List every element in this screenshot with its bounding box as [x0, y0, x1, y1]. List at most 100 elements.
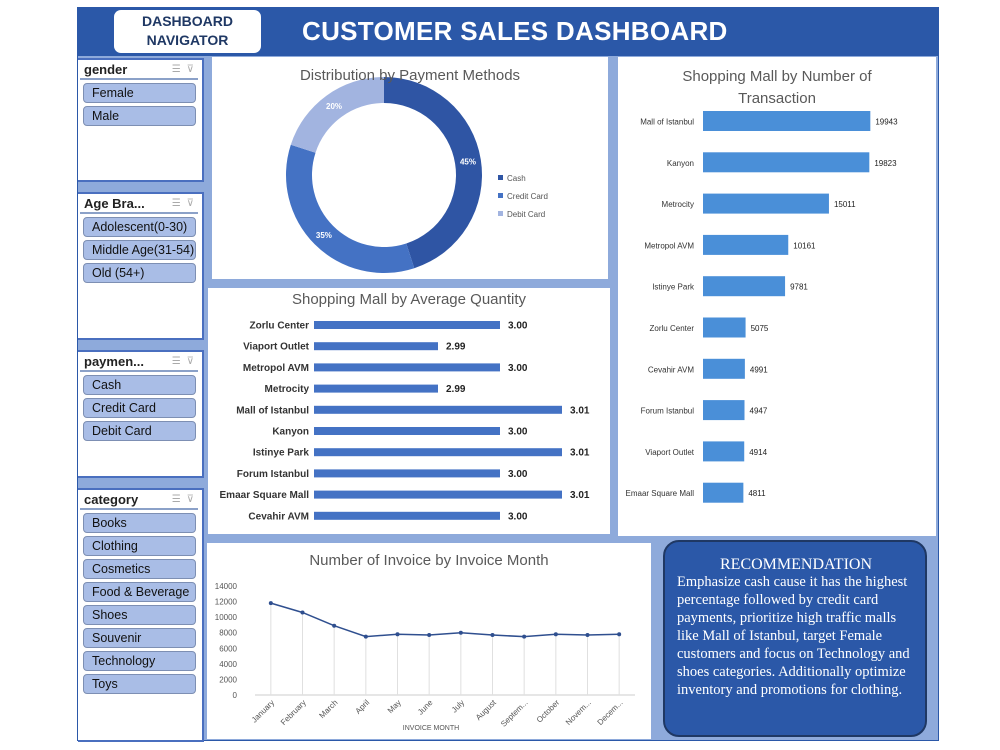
avg-quantity-panel: Shopping Mall by Average Quantity Zorlu …: [208, 288, 610, 534]
clear-filter-icon[interactable]: ⊽: [186, 355, 194, 367]
bar: [703, 358, 745, 379]
bar: [314, 405, 562, 414]
data-point: [363, 634, 368, 639]
category-label: Metropol AVM: [243, 363, 309, 374]
invoice-line-chart: 0 2000 4000 6000 8000 10000 12000 14000 January F…: [215, 582, 635, 732]
slicer-item[interactable]: Shoes: [83, 605, 196, 625]
data-point: [553, 632, 558, 637]
chart-title: Distribution by Payment Methods: [299, 67, 521, 84]
clear-filter-icon[interactable]: ⊽: [186, 197, 194, 209]
data-label: 45%: [460, 158, 476, 167]
slicer-1: Age Bra... ☰ ⊽ Adolescent(0-30) Middle Age(3…: [78, 192, 204, 340]
data-label: 10161: [793, 241, 816, 250]
data-label: 3.00: [508, 511, 528, 522]
y-tick-label: 6000: [219, 644, 237, 653]
donut-slice-credit-card: [286, 144, 415, 273]
chart-title: Shopping Mall by Average Quantity: [291, 291, 527, 308]
category-label: Emaar Square Mall: [626, 489, 695, 498]
data-point: [490, 633, 495, 638]
category-label: Forum Istanbul: [237, 469, 309, 480]
y-tick-label: 4000: [219, 660, 237, 669]
bar: [314, 342, 438, 351]
data-point: [268, 601, 273, 606]
data-point: [300, 610, 305, 615]
x-axis-title: INVOICE MONTH: [403, 725, 459, 732]
bar: [703, 441, 745, 462]
bar: [703, 276, 786, 297]
slicer-header: category ☰ ⊽: [80, 490, 198, 510]
data-label: 5075: [751, 324, 769, 333]
slicer-item[interactable]: Debit Card: [83, 421, 196, 441]
data-point: [585, 633, 590, 638]
slicer-item[interactable]: Technology: [83, 651, 196, 671]
bar: [703, 111, 871, 131]
x-tick-label: February: [279, 698, 308, 727]
slicer-3: category ☰ ⊽ Books Clothing Cosmetics Food & B…: [78, 488, 204, 742]
category-label: Cevahir AVM: [248, 511, 309, 522]
dashboard-navigator-button[interactable]: DASHBOARD NAVIGATOR: [114, 10, 261, 53]
data-label: 20%: [326, 102, 342, 111]
legend-label: Credit Card: [507, 192, 548, 201]
clear-filter-icon[interactable]: ⊽: [186, 63, 194, 75]
legend-swatch: [498, 175, 503, 180]
x-tick-label: June: [416, 698, 435, 717]
slicer-header: Age Bra... ☰ ⊽: [80, 194, 198, 214]
clear-filter-icon[interactable]: ⊽: [186, 493, 194, 505]
legend-label: Cash: [507, 174, 526, 183]
slicer-item[interactable]: Cash: [83, 375, 196, 395]
donut-chart: 45% Cash 35% Credit Card 20% Debit Card: [286, 77, 548, 273]
slicer-item[interactable]: Souvenir: [83, 628, 196, 648]
x-tick-label: Novem...: [564, 698, 593, 727]
bar: [703, 193, 829, 214]
category-label: Cevahir AVM: [648, 365, 694, 374]
slicer-item[interactable]: Male: [83, 106, 196, 126]
x-tick-label: May: [386, 698, 403, 715]
slicer-item[interactable]: Clothing: [83, 536, 196, 556]
data-point: [427, 633, 432, 638]
slicer-item[interactable]: Cosmetics: [83, 559, 196, 579]
slicer-title: Age Bra...: [84, 195, 145, 211]
x-tick-label: March: [317, 698, 339, 720]
slicer-item[interactable]: Adolescent(0-30): [83, 217, 196, 237]
slicer-item[interactable]: Books: [83, 513, 196, 533]
slicer-0: gender ☰ ⊽ Female Male: [78, 58, 204, 182]
multi-select-icon[interactable]: ☰: [171, 63, 181, 75]
bar: [314, 448, 562, 457]
multi-select-icon[interactable]: ☰: [171, 197, 181, 209]
data-label: 3.00: [508, 321, 528, 332]
bar: [314, 469, 500, 478]
donut-slice-cash: [384, 77, 482, 269]
bar: [703, 317, 746, 338]
category-label: Kanyon: [272, 427, 309, 438]
multi-select-icon[interactable]: ☰: [171, 493, 181, 505]
category-label: Kanyon: [667, 159, 694, 168]
bar: [703, 152, 870, 173]
bar: [314, 427, 500, 435]
category-label: Forum Istanbul: [641, 407, 695, 416]
invoice-line-panel: Number of Invoice by Invoice Month 0 2000…: [207, 543, 651, 739]
multi-select-icon[interactable]: ☰: [171, 355, 181, 367]
slicer-item[interactable]: Female: [83, 83, 196, 103]
data-label: 3.00: [508, 469, 528, 480]
category-label: Zorlu Center: [650, 324, 695, 333]
legend-swatch: [498, 193, 503, 198]
transactions-chart: Mall of Istanbul 19943 Kanyon 19823 Metrocit…: [626, 111, 898, 503]
recommendation-box: RECOMMENDATION Emphasize cash cause it h…: [663, 540, 927, 737]
slicer-header: paymen... ☰ ⊽: [80, 352, 198, 372]
bar: [703, 234, 789, 255]
data-point: [395, 632, 400, 637]
category-label: Zorlu Center: [250, 321, 310, 332]
slicer-item[interactable]: Middle Age(31-54): [83, 240, 196, 260]
slicer-title: category: [84, 491, 139, 507]
slicer-item[interactable]: Toys: [83, 674, 196, 694]
avg-quantity-chart: Zorlu Center 3.00 Viaport Outlet 2.99 Metrop…: [220, 321, 590, 523]
category-label: Viaport Outlet: [243, 342, 310, 353]
y-tick-label: 12000: [215, 598, 238, 607]
recommendation-text: Emphasize cash cause it has the highest …: [677, 574, 910, 698]
slicer-item[interactable]: Food & Beverage: [83, 582, 196, 602]
bar: [314, 384, 438, 393]
slicer-item[interactable]: Credit Card: [83, 398, 196, 418]
slicer-item[interactable]: Old (54+): [83, 263, 196, 283]
category-label: Metropol AVM: [644, 241, 694, 250]
category-label: Istinye Park: [652, 283, 695, 292]
